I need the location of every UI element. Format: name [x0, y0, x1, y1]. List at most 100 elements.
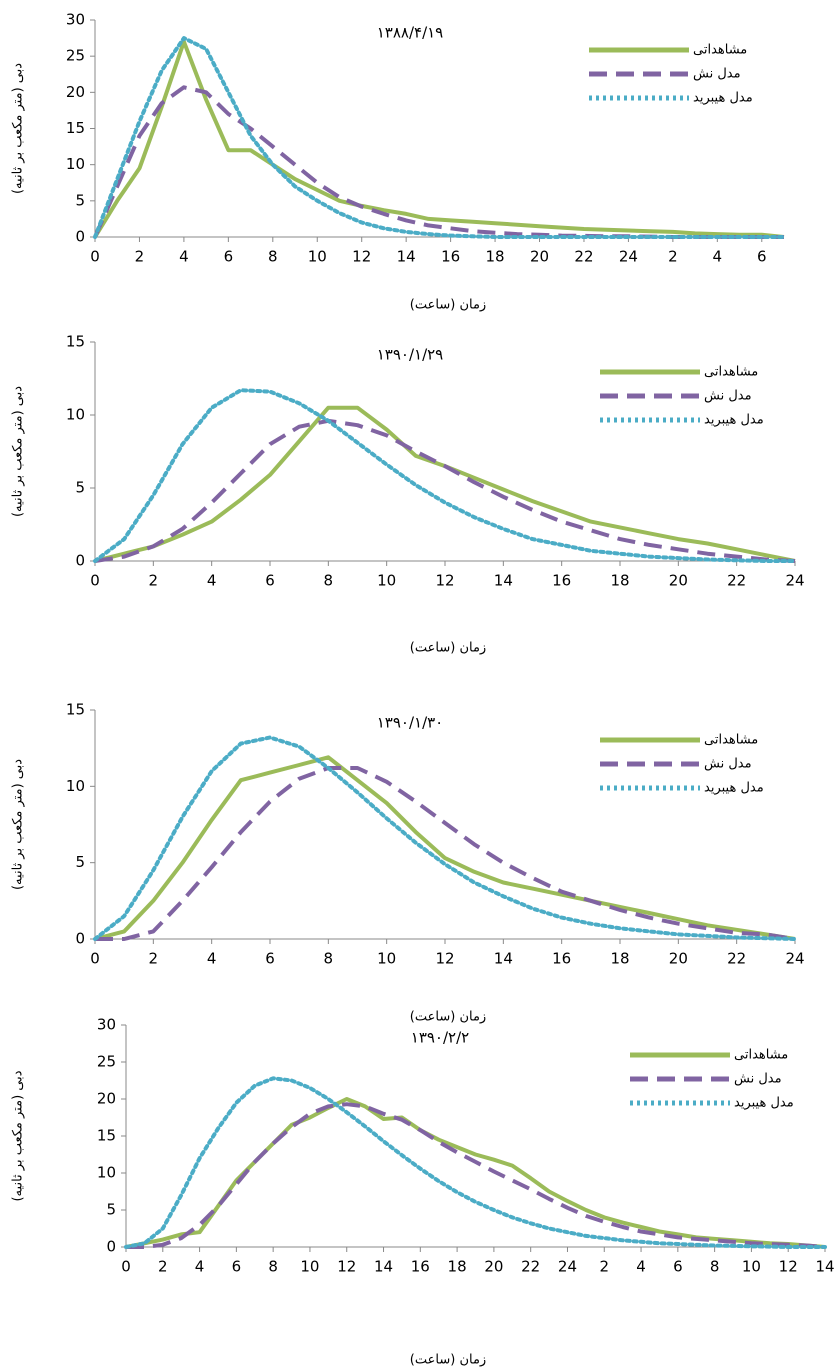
x-tick-label: 6 — [224, 248, 234, 266]
x-tick-label: 22 — [574, 248, 593, 266]
x-tick-label: 12 — [779, 1258, 798, 1276]
x-tick-label: 0 — [90, 950, 100, 968]
x-tick-label: 24 — [785, 572, 804, 590]
series-line — [125, 1097, 826, 1249]
x-tick-label: 2 — [135, 248, 145, 266]
legend-label: مدل نش — [704, 757, 752, 772]
y-axis-label: دبی (متر مکعب بر ثانیه) — [11, 759, 26, 890]
y-tick-label: 10 — [66, 777, 85, 795]
x-tick-label: 10 — [300, 1258, 319, 1276]
x-tick-label: 4 — [179, 248, 189, 266]
legend-label: مشاهداتی — [704, 365, 758, 380]
x-tick-label: 8 — [324, 950, 334, 968]
x-tick-label: 10 — [308, 248, 327, 266]
x-tick-label: 18 — [610, 572, 629, 590]
series-line — [126, 1102, 826, 1249]
x-tick-label: 20 — [484, 1258, 503, 1276]
x-tick-label: 2 — [149, 950, 159, 968]
x-tick-label: 14 — [374, 1258, 393, 1276]
x-tick-label: 6 — [232, 1258, 242, 1276]
x-tick-label: 6 — [265, 950, 275, 968]
x-tick-label: 14 — [494, 572, 513, 590]
y-tick-label: 30 — [66, 11, 85, 29]
series-line — [93, 36, 786, 239]
y-tick-label: 5 — [75, 191, 85, 209]
x-tick-label: 22 — [727, 950, 746, 968]
x-tick-label: 24 — [619, 248, 638, 266]
x-tick-label: 18 — [448, 1258, 467, 1276]
y-tick-label: 5 — [75, 479, 85, 497]
y-axis-label: دبی (متر مکعب بر ثانیه) — [11, 1070, 26, 1201]
series-line — [94, 755, 796, 941]
legend-label: مشاهداتی — [693, 43, 747, 58]
series-line — [94, 405, 796, 563]
y-tick-label: 15 — [66, 701, 85, 719]
series-line — [93, 85, 784, 239]
y-tick-label: 10 — [66, 155, 85, 173]
y-tick-label: 15 — [66, 333, 85, 351]
y-tick-label: 0 — [75, 228, 85, 246]
y-tick-label: 0 — [75, 552, 85, 570]
legend-label: مدل هیبرید — [704, 413, 764, 428]
chart-title: ۱۳۹۰/۱/۲۹ — [377, 346, 444, 364]
legend-label: مدل نش — [704, 389, 752, 404]
x-tick-label: 22 — [727, 572, 746, 590]
x-tick-label: 12 — [435, 572, 454, 590]
y-tick-label: 25 — [66, 47, 85, 65]
y-tick-label: 20 — [66, 83, 85, 101]
x-tick-label: 20 — [669, 572, 688, 590]
x-tick-label: 6 — [673, 1258, 683, 1276]
x-tick-label: 6 — [757, 248, 767, 266]
x-tick-label: 2 — [599, 1258, 609, 1276]
x-tick-label: 14 — [397, 248, 416, 266]
x-tick-label: 10 — [377, 572, 396, 590]
chart-title: ۱۳۹۰/۱/۳۰ — [377, 714, 444, 732]
x-tick-label: 20 — [530, 248, 549, 266]
series-line — [93, 388, 797, 563]
series-line — [124, 1076, 827, 1249]
x-tick-label: 8 — [268, 248, 278, 266]
x-tick-label: 4 — [207, 950, 217, 968]
x-tick-label: 14 — [815, 1258, 834, 1276]
x-tick-label: 18 — [610, 950, 629, 968]
x-tick-label: 14 — [494, 950, 513, 968]
y-tick-label: 20 — [97, 1090, 116, 1108]
series-line — [94, 418, 796, 563]
series-line — [93, 735, 797, 941]
y-tick-label: 15 — [66, 119, 85, 137]
x-tick-label: 12 — [337, 1258, 356, 1276]
x-tick-label: 10 — [742, 1258, 761, 1276]
x-tick-label: 4 — [636, 1258, 646, 1276]
x-tick-label: 12 — [435, 950, 454, 968]
x-tick-label: 2 — [149, 572, 159, 590]
x-tick-label: 2 — [668, 248, 678, 266]
x-tick-label: 0 — [90, 572, 100, 590]
legend-label: مدل هیبرید — [693, 91, 753, 106]
x-tick-label: 2 — [158, 1258, 168, 1276]
legend-label: مشاهداتی — [704, 733, 758, 748]
x-tick-label: 6 — [265, 572, 275, 590]
x-tick-label: 8 — [324, 572, 334, 590]
y-axis-label: دبی (متر مکعب بر ثانیه) — [11, 63, 26, 194]
y-tick-label: 0 — [75, 930, 85, 948]
x-tick-label: 4 — [207, 572, 217, 590]
x-tick-label: 16 — [552, 572, 571, 590]
x-axis-label: زمان (ساعت) — [410, 298, 486, 313]
chart-title: ۱۳۹۰/۲/۲ — [411, 1029, 469, 1047]
x-tick-label: 8 — [710, 1258, 720, 1276]
x-axis-label: زمان (ساعت) — [410, 1353, 486, 1368]
legend-label: مدل نش — [734, 1072, 782, 1087]
series-line — [95, 766, 796, 941]
x-axis-label: زمان (ساعت) — [410, 1010, 486, 1025]
series-line — [93, 39, 785, 239]
x-tick-label: 18 — [486, 248, 505, 266]
x-axis-label: زمان (ساعت) — [410, 641, 486, 656]
legend-label: مدل نش — [693, 67, 741, 82]
y-tick-label: 5 — [106, 1201, 116, 1219]
x-tick-label: 16 — [441, 248, 460, 266]
legend-label: مدل هیبرید — [734, 1096, 794, 1111]
x-tick-label: 24 — [558, 1258, 577, 1276]
x-tick-label: 8 — [268, 1258, 278, 1276]
legend-label: مشاهداتی — [734, 1048, 788, 1063]
